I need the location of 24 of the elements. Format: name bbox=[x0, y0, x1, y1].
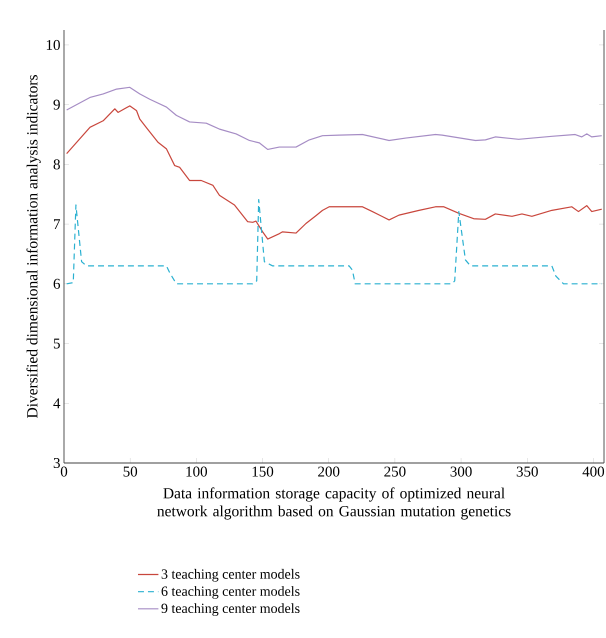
legend-label: 6 teaching center models bbox=[162, 586, 300, 599]
legend-label: 9 teaching center models bbox=[161, 603, 300, 616]
y-tick-label: 10 bbox=[46, 40, 60, 50]
x-tick-label: 0 bbox=[60, 466, 68, 477]
x-tick-label: 100 bbox=[186, 466, 207, 477]
y-tick-label: 4 bbox=[53, 398, 60, 408]
y-tick-label: 8 bbox=[54, 159, 60, 170]
legend-label: 3 teaching center models bbox=[162, 568, 300, 582]
y-axis-title: Diversified dimensional information analysis indicators bbox=[26, 75, 41, 418]
x-tick-label: 350 bbox=[516, 466, 538, 477]
y-tick-label: 9 bbox=[53, 100, 60, 110]
x-tick-label: 250 bbox=[384, 466, 406, 477]
y-tick-label: 6 bbox=[54, 278, 60, 289]
x-tick-label: 50 bbox=[124, 466, 138, 477]
x-axis-title: Data information storage capacity of optimized neural network algorithm based on Gaussian mutation genetics bbox=[157, 487, 511, 520]
x-tick-label: 200 bbox=[318, 466, 340, 477]
y-tick-label: 7 bbox=[54, 219, 60, 229]
x-tick-label: 150 bbox=[252, 466, 274, 477]
line-series bbox=[66, 199, 602, 284]
y-tick-label: 5 bbox=[54, 338, 60, 349]
y-tick-label: 3 bbox=[54, 458, 60, 468]
x-tick-label: 300 bbox=[450, 466, 472, 477]
line-series bbox=[66, 86, 602, 150]
x-tick-label: 400 bbox=[582, 466, 604, 477]
